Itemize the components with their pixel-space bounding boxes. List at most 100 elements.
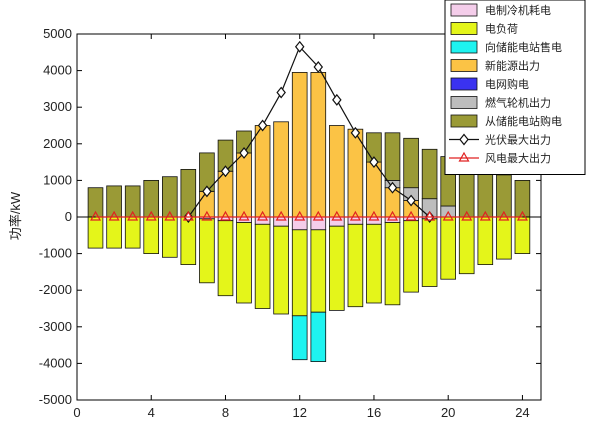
x-tick-label: 20 xyxy=(441,405,455,420)
bar-segment xyxy=(106,216,122,249)
y-tick-label: 2000 xyxy=(43,136,72,151)
data-point xyxy=(145,210,157,221)
bar-segment xyxy=(310,229,327,313)
y-axis-label: 功率/kW xyxy=(8,191,23,240)
lines xyxy=(90,40,528,223)
bar-segment xyxy=(180,216,197,265)
bar-segment xyxy=(328,125,345,218)
data-point xyxy=(220,165,231,178)
bar-segment xyxy=(236,222,252,304)
data-point xyxy=(276,86,286,99)
data-point xyxy=(387,181,398,194)
data-point xyxy=(164,210,176,221)
data-point xyxy=(201,210,213,221)
bar-segment xyxy=(254,223,271,309)
bar-segment xyxy=(254,216,271,225)
data-point xyxy=(479,210,491,221)
bar-segment xyxy=(217,170,234,218)
data-point xyxy=(332,93,342,106)
bar-segment xyxy=(366,216,382,225)
legend-label: 风电最大出力 xyxy=(485,151,551,165)
legend-swatch xyxy=(450,22,478,35)
x-tick-label: 16 xyxy=(367,405,381,420)
y-tick-label: -4000 xyxy=(39,355,72,370)
data-point xyxy=(238,210,250,221)
data-point xyxy=(350,126,361,139)
data-point xyxy=(219,210,232,221)
legend-swatch xyxy=(450,3,478,17)
bar-segment xyxy=(403,220,419,293)
x-tick-label: 12 xyxy=(292,405,306,420)
bar-segment xyxy=(496,216,512,260)
data-point xyxy=(257,210,269,221)
data-point xyxy=(498,210,510,221)
bar-segment xyxy=(514,216,531,254)
y-tick-label: 4000 xyxy=(43,63,72,78)
legend-label: 新能源出力 xyxy=(485,59,540,73)
data-point xyxy=(461,210,473,221)
legend-swatch xyxy=(450,96,478,109)
legend-marker xyxy=(458,151,470,162)
bar-segment xyxy=(87,216,104,249)
data-point xyxy=(313,60,324,73)
bar-segment xyxy=(291,315,308,361)
x-tick-label: 4 xyxy=(148,405,155,420)
data-point xyxy=(127,210,139,221)
bar-segment xyxy=(496,174,512,218)
x-tick-label: 0 xyxy=(73,405,80,420)
bar-segment xyxy=(310,72,327,218)
bar-segment xyxy=(143,216,160,254)
bar-segment xyxy=(273,121,289,218)
data-point xyxy=(386,210,399,221)
legend-label: 向储能电站售电 xyxy=(485,40,562,54)
legend-label: 电制冷机耗电 xyxy=(485,3,551,17)
legend-label: 电网购电 xyxy=(485,77,529,91)
x-tick-label: 24 xyxy=(515,405,529,420)
x-axis: 0 4 8 12 16 20 24 xyxy=(73,34,530,420)
bar-segment xyxy=(458,216,475,275)
data-point xyxy=(239,146,249,159)
legend-swatch xyxy=(450,40,478,54)
y-tick-label: -2000 xyxy=(39,282,72,297)
y-tick-label: -5000 xyxy=(39,392,72,407)
bar-segment xyxy=(217,220,234,297)
bar-segment xyxy=(328,225,345,311)
bar-segment xyxy=(384,222,401,306)
bar-segment xyxy=(421,218,438,287)
bar-segment xyxy=(310,216,327,231)
bar-segment xyxy=(273,216,289,227)
legend-label: 电负荷 xyxy=(485,22,518,36)
data-point xyxy=(424,210,436,221)
y-tick-label: 3000 xyxy=(43,99,72,114)
y-tick-label: 5000 xyxy=(43,26,72,41)
bar-segment xyxy=(291,216,308,231)
bar-segment xyxy=(384,132,401,181)
data-point xyxy=(369,156,379,169)
y-tick-label: -1000 xyxy=(39,246,72,261)
line-series xyxy=(187,45,430,218)
bar-segment xyxy=(347,216,364,225)
y-axis: 5000 4000 3000 2000 1000 0 -1000 -2000 -3000 -400… xyxy=(39,26,541,407)
bar-segment xyxy=(347,128,364,218)
legend-label: 燃气轮机出力 xyxy=(485,96,551,110)
data-point xyxy=(294,40,305,53)
data-point xyxy=(90,210,102,221)
bar-segment xyxy=(328,216,345,227)
bar-segment xyxy=(161,216,178,258)
bar-segment xyxy=(366,161,382,218)
bar-segment xyxy=(347,223,364,308)
bar-segment xyxy=(254,125,271,218)
data-point xyxy=(368,210,380,221)
bar-segment xyxy=(124,216,141,249)
bar-segment xyxy=(273,225,289,315)
legend-swatch xyxy=(450,77,478,91)
bar-segment xyxy=(440,216,456,280)
bar-segment xyxy=(291,72,308,218)
data-point xyxy=(331,210,343,221)
legend-swatch xyxy=(450,59,478,72)
bar-segment xyxy=(403,137,419,189)
data-point xyxy=(406,194,416,207)
bar-segment xyxy=(477,168,494,218)
data-point xyxy=(442,210,454,221)
